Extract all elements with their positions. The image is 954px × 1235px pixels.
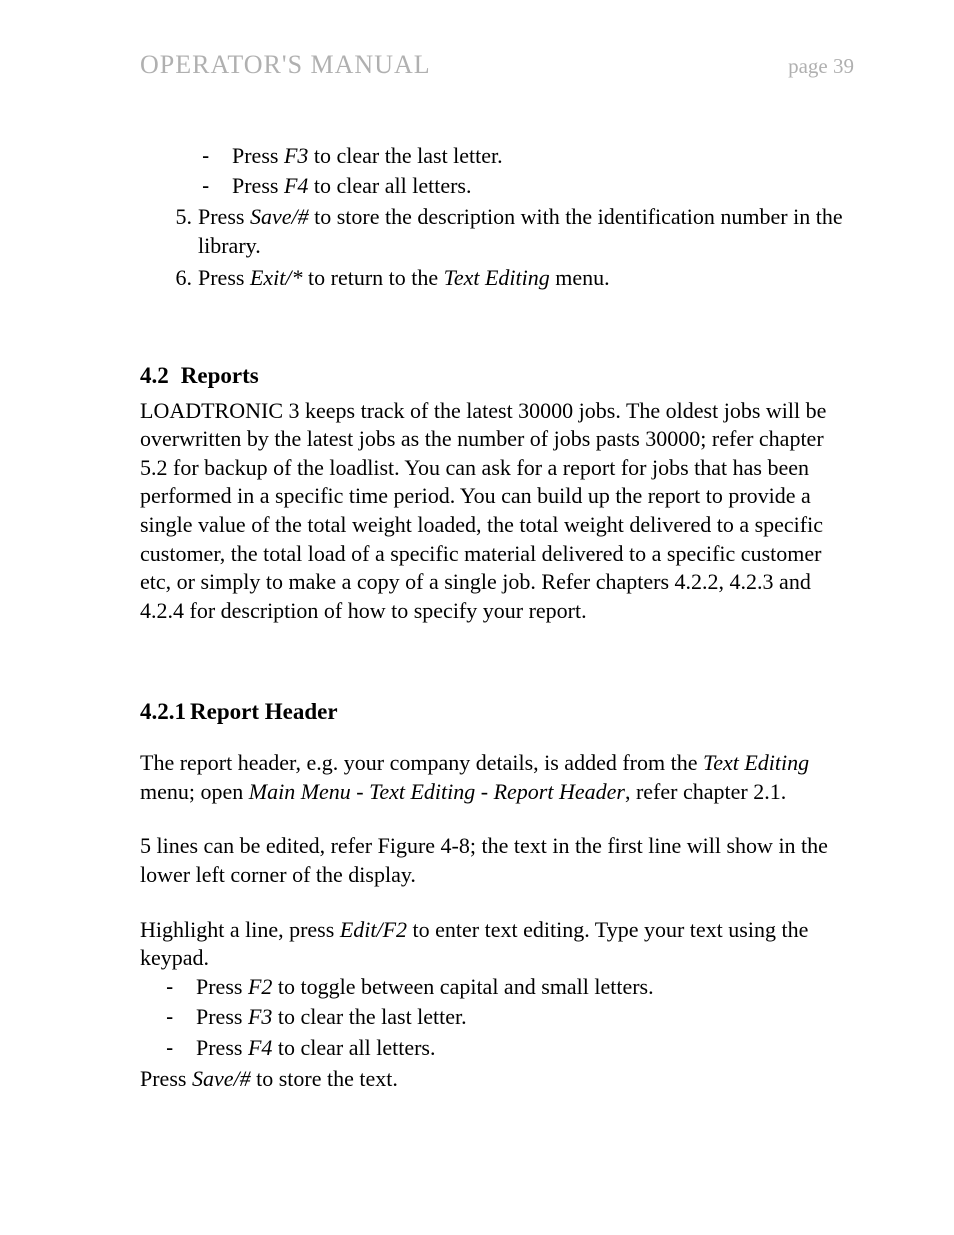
text-italic: Text Editing - Report Header — [369, 779, 625, 804]
dash-marker: - — [202, 172, 224, 201]
text-italic: Text Editing — [444, 265, 550, 290]
text-italic: Text Editing — [703, 750, 809, 775]
paragraph: Press Save/# to store the text. — [140, 1065, 854, 1094]
paragraph: 5 lines can be edited, refer Figure 4-8;… — [140, 832, 854, 889]
dash-text: Press F3 to clear the last letter. — [232, 142, 854, 171]
text-run: Press — [196, 1035, 248, 1060]
text-run: menu. — [550, 265, 610, 290]
dash-text: Press F3 to clear the last letter. — [196, 1003, 854, 1032]
dash-marker: - — [202, 142, 224, 171]
page-content: - Press F3 to clear the last letter. - P… — [140, 142, 854, 1093]
text-italic: F4 — [248, 1035, 272, 1060]
text-italic: Exit/* — [250, 265, 303, 290]
text-italic: Save/# — [250, 204, 309, 229]
text-run: Press — [198, 204, 250, 229]
text-italic: F3 — [284, 143, 308, 168]
list-dash-item: - Press F4 to clear all letters. — [140, 172, 854, 201]
text-run: , refer chapter 2.1. — [625, 779, 786, 804]
section-heading-4-2: 4.2 Reports — [140, 361, 854, 391]
text-run: to return to the — [303, 265, 444, 290]
subsection-number: 4.2.1 — [140, 697, 186, 727]
numbered-list-item-6: 6. Press Exit/* to return to the Text Ed… — [140, 264, 854, 293]
text-run: to toggle between capital and small lett… — [272, 974, 653, 999]
text-run: Press — [140, 1066, 192, 1091]
subsection-title: Report Header — [190, 699, 338, 724]
text-run: to clear the last letter. — [308, 143, 502, 168]
text-italic: Edit/F2 — [340, 917, 407, 942]
text-italic: F4 — [284, 173, 308, 198]
text-run: to clear the last letter. — [272, 1004, 466, 1029]
text-run: Press — [232, 173, 284, 198]
text-run: menu; open — [140, 779, 249, 804]
text-italic: Save/# — [192, 1066, 251, 1091]
list-dash-item: - Press F2 to toggle between capital and… — [140, 973, 854, 1002]
numbered-list-item-5: 5. Press Save/# to store the description… — [140, 203, 854, 260]
section-title: Reports — [181, 363, 259, 388]
text-italic: F2 — [248, 974, 272, 999]
header-page-number: page 39 — [788, 53, 854, 80]
text-run: The report header, e.g. your company det… — [140, 750, 703, 775]
list-number: 5. — [164, 203, 192, 260]
dash-marker: - — [166, 1003, 188, 1032]
text-run: to store the text. — [251, 1066, 398, 1091]
text-run: Press — [198, 265, 250, 290]
list-text: Press Save/# to store the description wi… — [198, 203, 854, 260]
text-run: Press — [196, 974, 248, 999]
list-dash-item: - Press F4 to clear all letters. — [140, 1034, 854, 1063]
text-run: to clear all letters. — [308, 173, 471, 198]
text-italic: Main Menu — [249, 779, 351, 804]
page-header: OPERATOR'S MANUAL page 39 — [140, 48, 854, 82]
dash-text: Press F2 to toggle between capital and s… — [196, 973, 854, 1002]
text-run: - — [351, 779, 369, 804]
dash-marker: - — [166, 1034, 188, 1063]
paragraph: Highlight a line, press Edit/F2 to enter… — [140, 916, 854, 973]
dash-marker: - — [166, 973, 188, 1002]
text-run: to clear all letters. — [272, 1035, 435, 1060]
list-text: Press Exit/* to return to the Text Editi… — [198, 264, 854, 293]
header-title: OPERATOR'S MANUAL — [140, 48, 431, 82]
text-italic: F3 — [248, 1004, 272, 1029]
list-dash-item: - Press F3 to clear the last letter. — [140, 1003, 854, 1032]
dash-text: Press F4 to clear all letters. — [196, 1034, 854, 1063]
paragraph: LOADTRONIC 3 keeps track of the latest 3… — [140, 397, 854, 626]
dash-text: Press F4 to clear all letters. — [232, 172, 854, 201]
text-run: Press — [196, 1004, 248, 1029]
section-number: 4.2 — [140, 361, 169, 391]
list-number: 6. — [164, 264, 192, 293]
subsection-heading-4-2-1: 4.2.1Report Header — [140, 697, 854, 727]
text-run: Highlight a line, press — [140, 917, 340, 942]
list-dash-item: - Press F3 to clear the last letter. — [140, 142, 854, 171]
text-run: Press — [232, 143, 284, 168]
paragraph: The report header, e.g. your company det… — [140, 749, 854, 806]
